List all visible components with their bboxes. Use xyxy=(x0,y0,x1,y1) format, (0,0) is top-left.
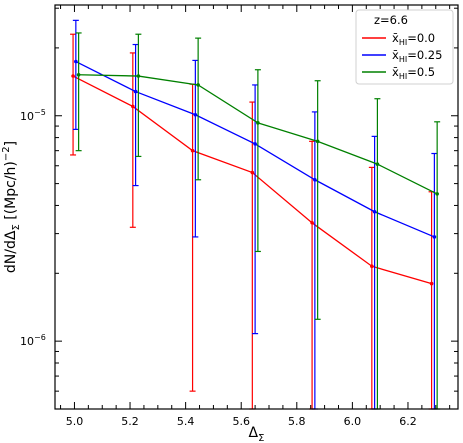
series-1-point xyxy=(193,112,198,117)
x-axis-label-main: Δ xyxy=(249,425,259,441)
y-tick-label: 10−5 xyxy=(20,108,46,123)
legend-entry-1-rest: =0.25 xyxy=(407,48,442,62)
series-1-point xyxy=(313,177,317,182)
series-0-point xyxy=(310,221,314,225)
series-0-point xyxy=(370,264,374,269)
series-0-point xyxy=(429,281,434,286)
series-2-point xyxy=(136,74,141,78)
y-axis-label-units-close: ] xyxy=(3,141,19,146)
legend-entry-1-base: x̄ xyxy=(392,48,399,62)
series-1-point xyxy=(133,89,138,94)
series-0-point xyxy=(190,148,195,153)
plot-frame xyxy=(54,4,459,410)
legend-entry-0-base: x̄ xyxy=(392,31,399,45)
legend-entry-0: x̄HI=0.0 xyxy=(392,31,435,47)
series-1 xyxy=(72,19,438,410)
x-tick-label: 5.0 xyxy=(66,415,84,428)
legend-entry-0-sub: HI xyxy=(399,38,407,47)
series-layer xyxy=(70,19,441,410)
series-2-point xyxy=(196,83,200,87)
series-2-point xyxy=(435,192,439,196)
y-axis-label-main: dN/dΔ xyxy=(3,230,19,273)
legend-entry-2-base: x̄ xyxy=(392,65,399,79)
x-tick-label: 5.2 xyxy=(121,415,139,428)
series-2-point xyxy=(76,72,81,77)
series-1-point xyxy=(74,59,78,64)
x-tick-label: 6.0 xyxy=(344,415,362,428)
series-1-point xyxy=(372,209,377,214)
y-tick-label-exp: −6 xyxy=(34,333,46,342)
legend-entry-2-sub: HI xyxy=(399,72,407,81)
series-0-point xyxy=(131,104,135,109)
series-1-point xyxy=(253,142,257,146)
legend-entry-1: x̄HI=0.25 xyxy=(392,48,442,64)
x-tick-label: 5.4 xyxy=(177,415,195,428)
legend-title: z=6.6 xyxy=(374,13,408,27)
x-axis-label-sub: Σ xyxy=(258,433,264,443)
x-tick-label: 6.2 xyxy=(399,415,417,428)
series-2-point xyxy=(256,121,260,125)
legend-entry-2-rest: =0.5 xyxy=(407,65,435,79)
legend-entry-1-sub: HI xyxy=(399,55,407,64)
series-1-point xyxy=(432,235,437,239)
legend-entry-2: x̄HI=0.5 xyxy=(392,65,435,81)
x-axis-label: ΔΣ xyxy=(249,425,265,443)
y-tick-label: 10−6 xyxy=(20,333,46,348)
legend: z=6.6 x̄HI=0.0x̄HI=0.25x̄HI=0.5 xyxy=(355,9,454,85)
series-2 xyxy=(75,32,441,410)
y-axis-label-units-exp: −2 xyxy=(1,146,12,161)
ticks-layer: 5.0 5.2 5.4 5.6 5.8 6.0 6.210−510−6 xyxy=(20,5,458,428)
legend-box xyxy=(355,9,454,85)
y-tick-label-base: 10 xyxy=(20,335,34,348)
series-2-point xyxy=(375,162,380,166)
y-axis-label-units: [(Mpc/h) xyxy=(3,161,19,224)
y-tick-label-exp: −5 xyxy=(34,108,46,117)
series-0-point xyxy=(71,74,75,78)
y-axis-label: dN/dΔΣ [(Mpc/h)−2] xyxy=(1,141,22,273)
x-tick-label: 5.8 xyxy=(288,415,306,428)
y-axis-label-sub: Σ xyxy=(11,224,22,230)
series-2-point xyxy=(315,139,320,144)
y-tick-label-base: 10 xyxy=(20,110,34,123)
series-0-point xyxy=(250,170,255,175)
x-tick-label: 5.6 xyxy=(232,415,250,428)
legend-entry-0-rest: =0.0 xyxy=(407,31,435,45)
